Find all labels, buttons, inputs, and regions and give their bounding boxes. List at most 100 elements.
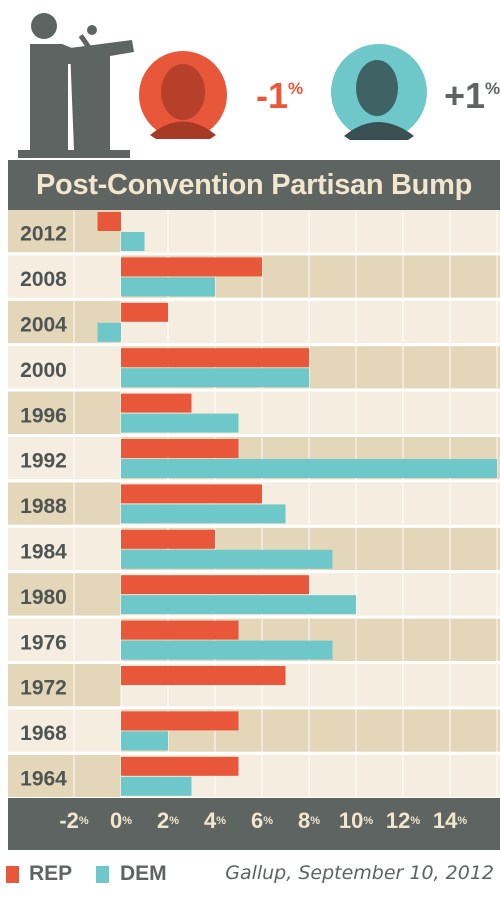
row-band	[121, 210, 500, 253]
row-separator	[8, 388, 500, 392]
year-label: 2004	[20, 314, 67, 337]
dem-bar	[121, 277, 215, 297]
rep-candidate-portrait	[139, 51, 227, 139]
x-tick-label: 14%	[432, 808, 468, 833]
row-band-negative	[75, 709, 121, 752]
rep-bar	[121, 484, 262, 504]
row-band-negative	[75, 391, 121, 434]
rep-bar	[121, 393, 192, 413]
year-cell	[8, 527, 75, 571]
rep-bar	[121, 575, 309, 595]
row-separator	[8, 570, 500, 574]
row-separator	[8, 479, 500, 483]
year-cell	[8, 573, 75, 616]
dem-bar	[121, 549, 333, 569]
legend-label-rep: REP	[29, 862, 73, 885]
year-label: 1980	[20, 586, 67, 609]
row-band-negative	[75, 573, 121, 616]
row-band-negative	[75, 437, 121, 480]
row-separator	[8, 434, 500, 437]
dem-bar	[121, 640, 333, 660]
year-cell	[8, 437, 75, 480]
row-band-negative	[75, 754, 121, 798]
dem-bar	[121, 413, 239, 433]
row-band-negative	[75, 664, 121, 707]
year-cell	[8, 346, 75, 389]
row-band-negative	[75, 527, 121, 571]
rep-bar	[97, 212, 121, 231]
bars	[97, 212, 497, 796]
year-cell	[8, 210, 75, 253]
row-separator	[8, 343, 500, 347]
x-tick-label: 0%	[109, 808, 133, 833]
rep-bar	[121, 302, 168, 322]
row-separator	[8, 252, 500, 256]
row-separator	[8, 524, 500, 528]
year-labels: 2012 2008 2004 2000 1996 1992 1988 1984 1980 1976…	[20, 223, 67, 791]
year-label: 1964	[20, 768, 67, 791]
dem-bar	[97, 322, 121, 342]
title-bar: Post-Convention Partisan Bump	[8, 160, 500, 210]
x-tick-label: 12%	[385, 808, 421, 833]
year-cell	[8, 664, 75, 707]
row-band-negative	[75, 255, 121, 298]
dem-candidate-portrait	[331, 44, 427, 140]
legend-label-dem: DEM	[120, 862, 167, 885]
dem-bar	[121, 459, 497, 478]
year-cell	[8, 391, 75, 434]
rep-bar	[121, 756, 239, 776]
dem-bar	[121, 368, 309, 388]
row-band-negative	[75, 482, 121, 525]
year-label: 1988	[20, 495, 67, 518]
year-cell	[8, 482, 75, 525]
podium-speaker-icon	[18, 13, 134, 158]
rep-bar	[121, 620, 239, 640]
year-label: 2008	[20, 268, 67, 291]
year-label: 2012	[20, 223, 67, 246]
rep-bar	[121, 529, 215, 549]
row-separator	[8, 297, 500, 301]
rep-change-label: -1%	[256, 75, 304, 116]
legend-swatch-dem	[96, 866, 109, 883]
row-separator	[8, 615, 500, 619]
x-tick-label: 2%	[156, 808, 180, 833]
dem-bar	[121, 731, 168, 751]
x-tick-label: 4%	[203, 808, 227, 833]
x-tick-label: 6%	[250, 808, 274, 833]
year-cell	[8, 618, 75, 661]
year-label: 1976	[20, 631, 67, 654]
year-cell	[8, 709, 75, 752]
x-tick-label: 10%	[338, 808, 374, 833]
header-illustration	[0, 0, 500, 160]
year-cell	[8, 255, 75, 298]
dem-bar	[121, 504, 286, 524]
dem-bar	[121, 232, 145, 251]
row-band-negative	[75, 618, 121, 661]
year-cell	[8, 754, 75, 798]
legend-swatch-rep	[6, 866, 19, 883]
rep-bar	[121, 439, 239, 458]
source-note: Gallup, September 10, 2012	[225, 862, 494, 884]
row-separator	[8, 706, 500, 710]
year-cell	[8, 300, 75, 344]
dem-change-label: +1%	[444, 75, 500, 116]
row-separator	[8, 661, 500, 664]
dem-bar	[121, 776, 192, 796]
chart-title: Post-Convention Partisan Bump	[35, 169, 472, 201]
legend: REP DEM Gallup, September 10, 2012	[6, 860, 500, 890]
row-band-negative	[75, 346, 121, 389]
rep-bar	[121, 348, 309, 368]
rep-bar	[121, 257, 262, 277]
year-label: 2000	[20, 359, 67, 382]
row-separator	[8, 751, 500, 755]
x-axis-bar	[8, 798, 500, 850]
rep-bar	[121, 711, 239, 731]
x-tick-label: -2%	[59, 808, 89, 833]
year-label: 1972	[20, 677, 67, 700]
rep-bar	[121, 666, 286, 685]
year-label: 1984	[20, 541, 67, 564]
year-label: 1992	[20, 450, 67, 473]
row-band	[121, 300, 500, 344]
year-label: 1996	[20, 404, 67, 427]
